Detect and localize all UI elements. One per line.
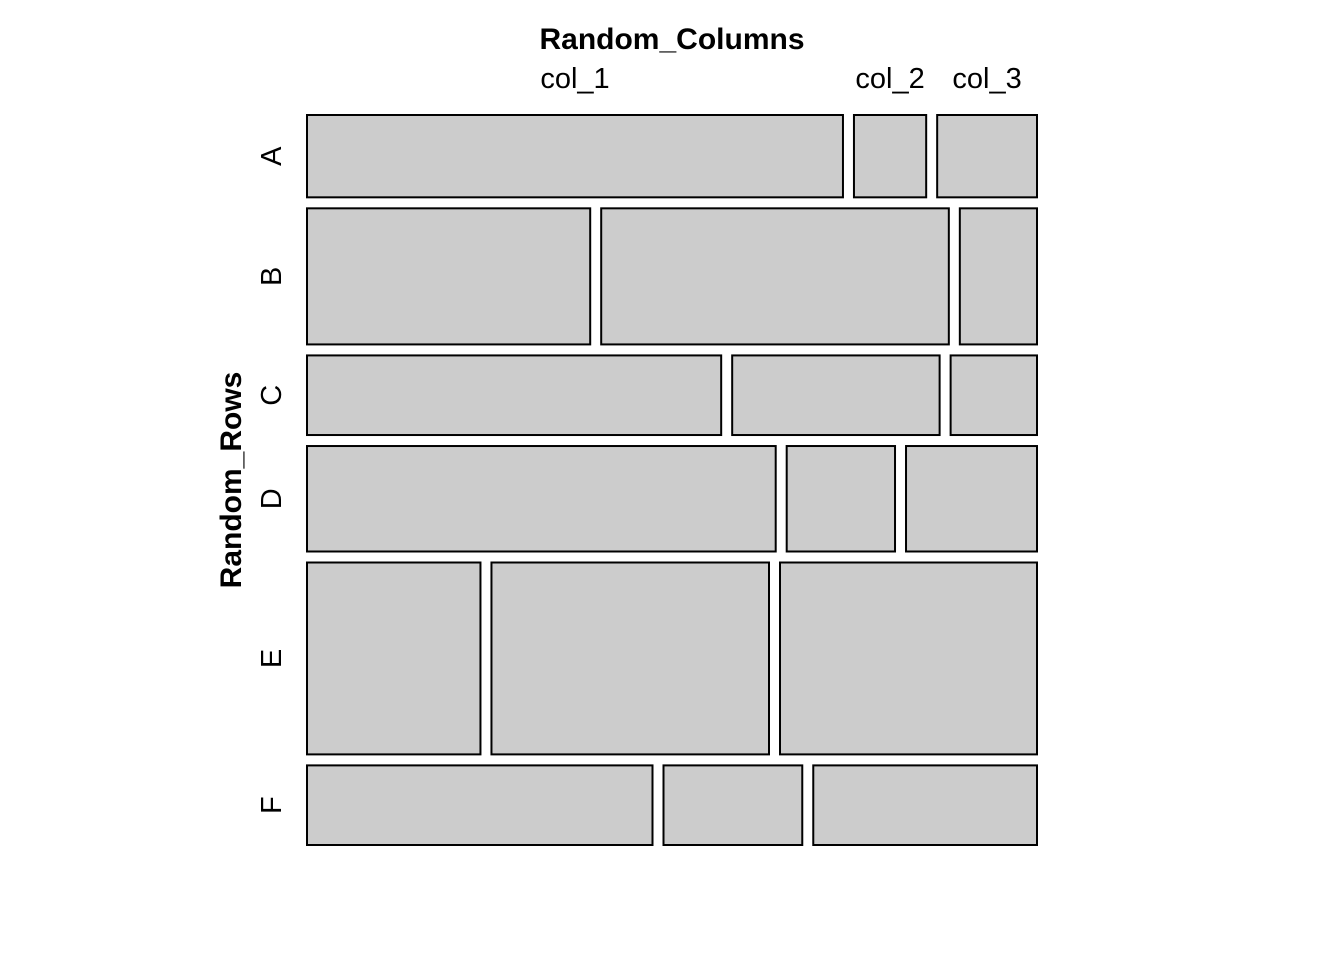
column-label-col_3: col_3 bbox=[952, 63, 1021, 95]
tile-F-col_3 bbox=[812, 764, 1039, 847]
tile-C-col_2 bbox=[731, 354, 941, 437]
tile-D-col_1 bbox=[306, 445, 777, 553]
row-label-F: F bbox=[256, 796, 288, 814]
row-labels: A B C D E F bbox=[256, 146, 288, 814]
row-label-D: D bbox=[256, 488, 288, 509]
tile-B-col_1 bbox=[306, 207, 592, 346]
column-labels: col_1 col_2 col_3 bbox=[540, 63, 1021, 95]
row-label-E: E bbox=[256, 649, 288, 668]
tile-F-col_1 bbox=[306, 764, 654, 847]
x-axis-title: Random_Columns bbox=[539, 23, 804, 56]
row-label-B: B bbox=[256, 267, 288, 286]
tile-B-col_3 bbox=[958, 207, 1039, 346]
tile-A-col_2 bbox=[852, 114, 928, 199]
row-label-A: A bbox=[256, 146, 288, 166]
y-axis-title: Random_Rows bbox=[215, 372, 248, 589]
tile-D-col_2 bbox=[785, 445, 897, 553]
tile-E-col_2 bbox=[490, 561, 770, 756]
tile-B-col_2 bbox=[600, 207, 950, 346]
tile-E-col_1 bbox=[306, 561, 482, 756]
tile-A-col_3 bbox=[936, 114, 1038, 199]
tile-D-col_3 bbox=[905, 445, 1039, 553]
tile-C-col_1 bbox=[306, 354, 723, 437]
row-label-C: C bbox=[256, 385, 288, 406]
tile-E-col_3 bbox=[779, 561, 1038, 756]
tile-A-col_1 bbox=[306, 114, 844, 199]
column-label-col_1: col_1 bbox=[540, 63, 609, 95]
tile-F-col_2 bbox=[662, 764, 804, 847]
tile-C-col_3 bbox=[949, 354, 1038, 437]
column-label-col_2: col_2 bbox=[855, 63, 924, 95]
mosaic-tiles bbox=[306, 114, 1039, 847]
